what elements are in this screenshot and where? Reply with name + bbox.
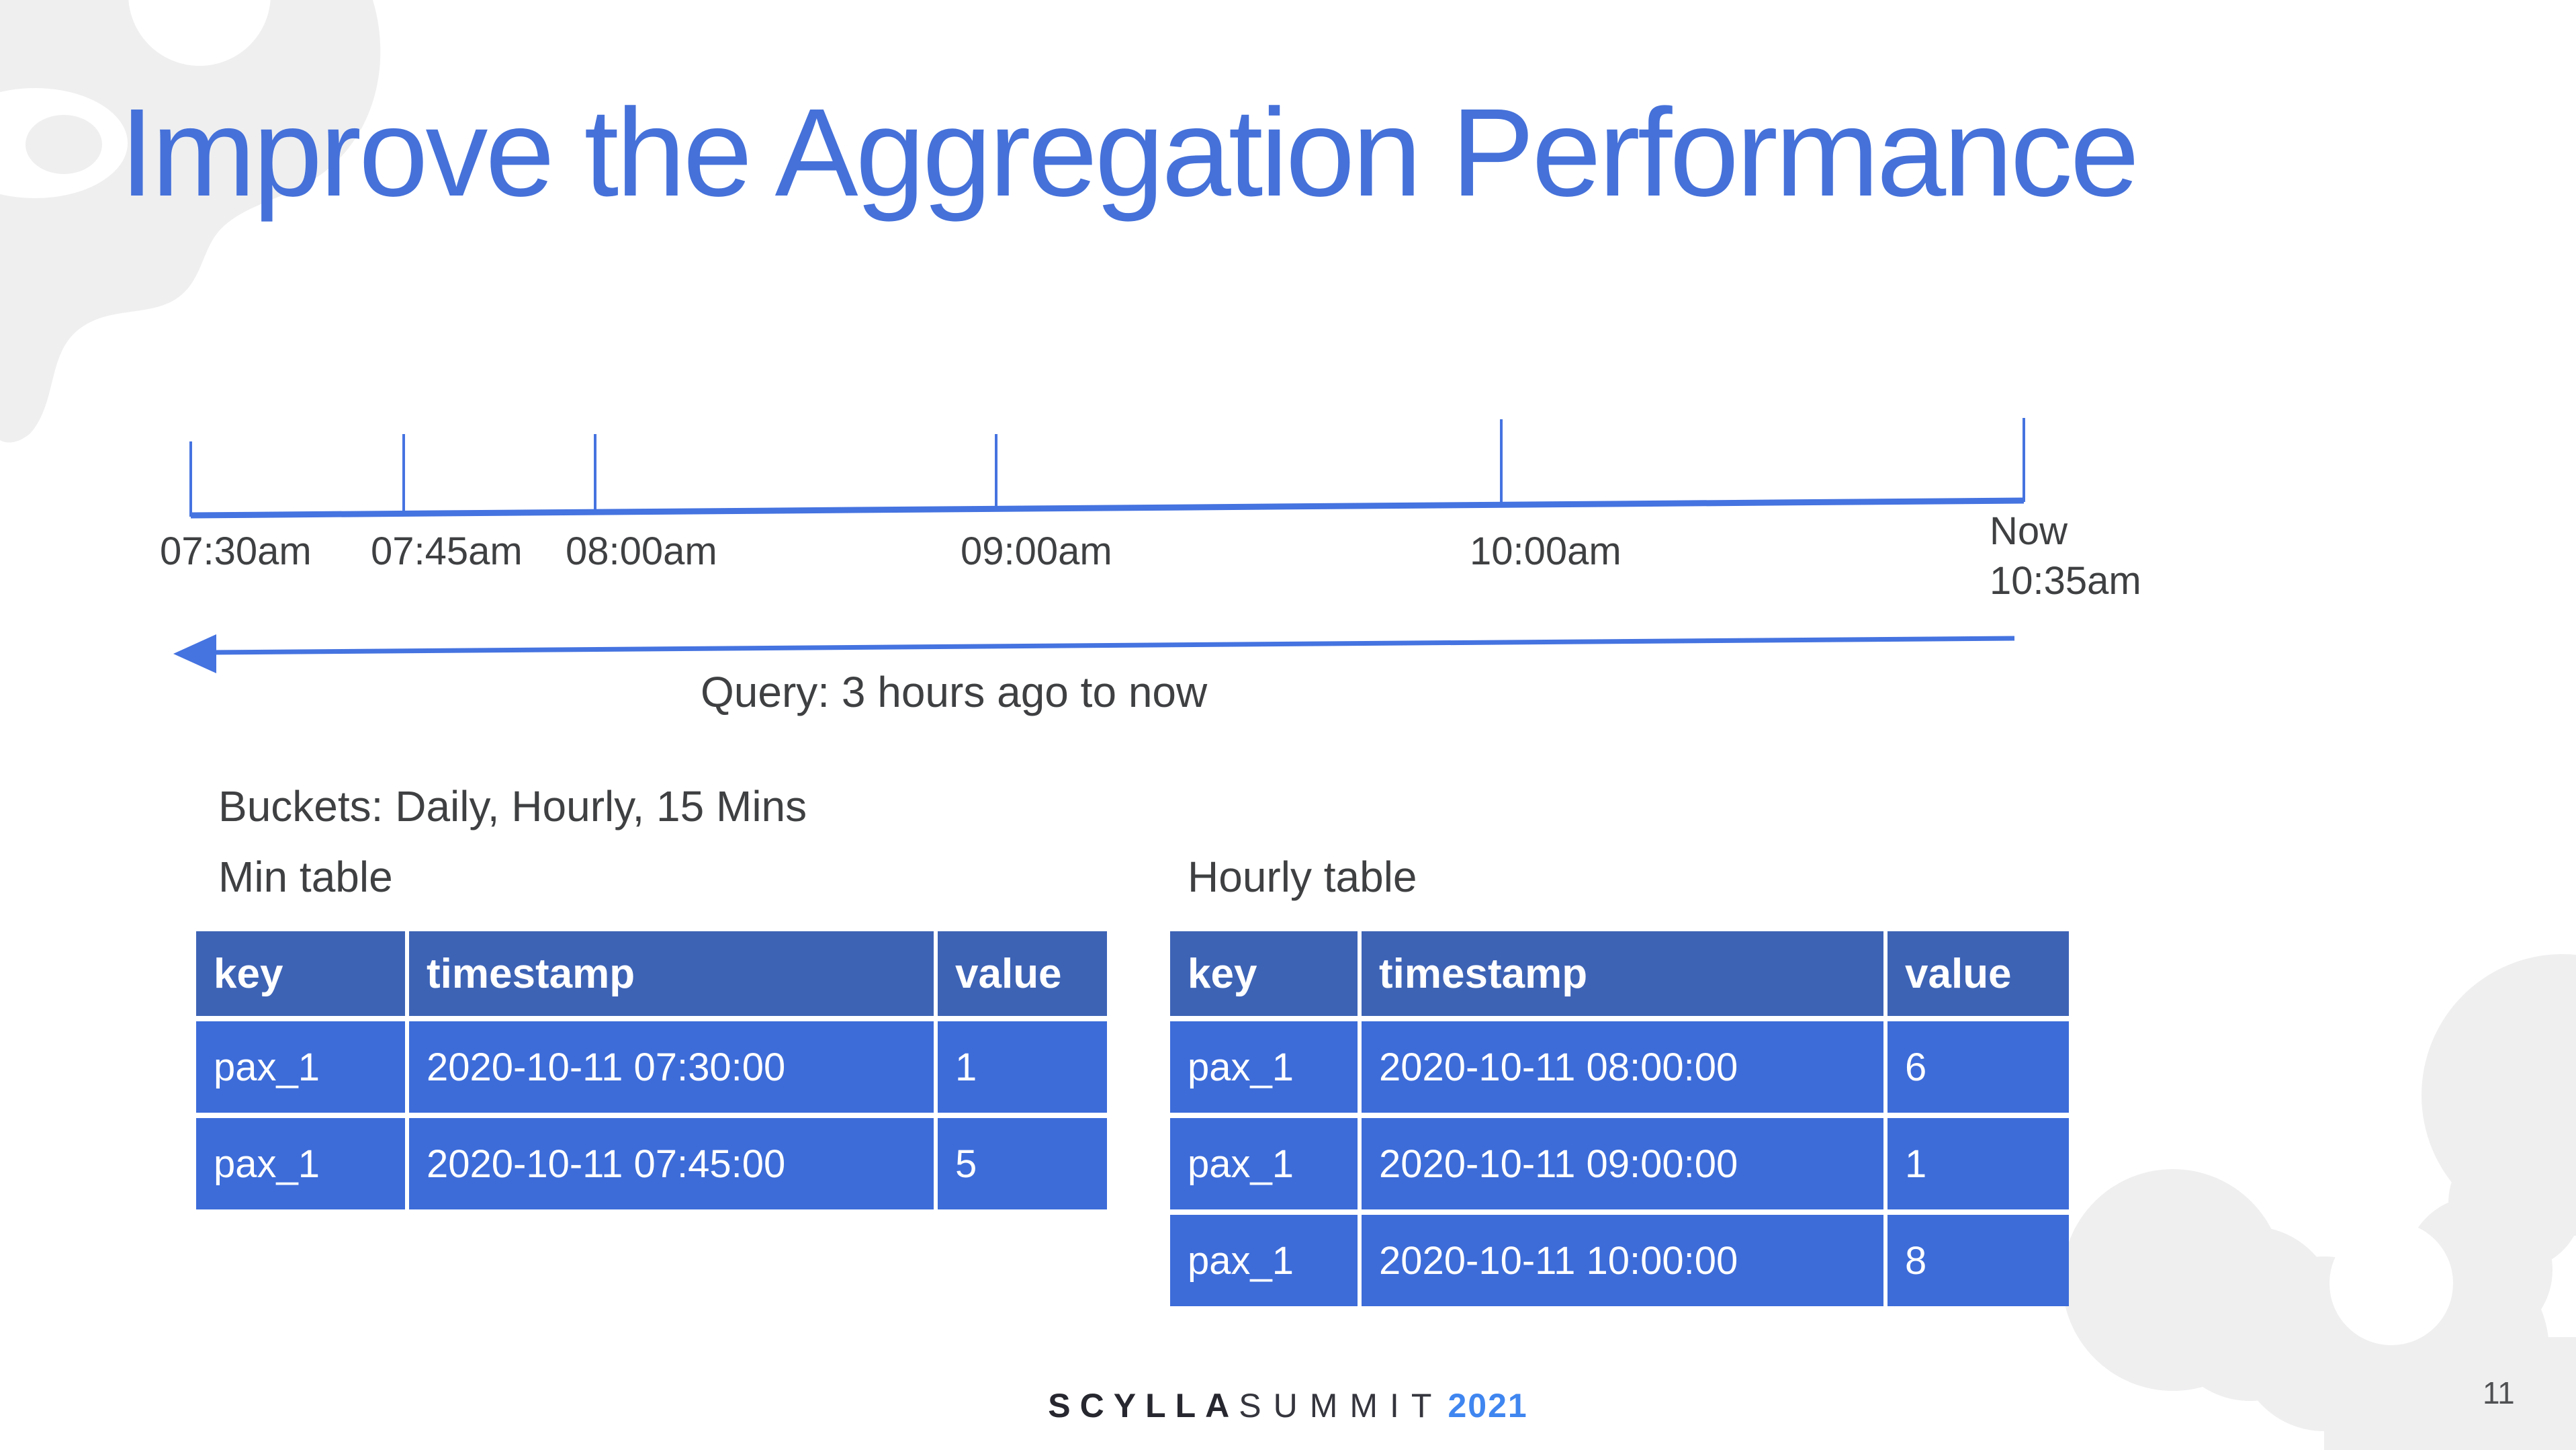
hourly-table-cell: pax_1 bbox=[1170, 1118, 1358, 1209]
hourly-table-cell: 1 bbox=[1887, 1118, 2069, 1209]
hourly-table-cell: pax_1 bbox=[1170, 1215, 1358, 1306]
min-table-cell: 2020-10-11 07:30:00 bbox=[409, 1021, 934, 1113]
hourly-table-cell: 6 bbox=[1887, 1021, 2069, 1113]
query-range-arrow bbox=[173, 634, 2015, 673]
min-table-cell: 2020-10-11 07:45:00 bbox=[409, 1118, 934, 1209]
slide-title: Improve the Aggregation Performance bbox=[120, 83, 2139, 222]
tick-label-now-time: 10:35am bbox=[1990, 559, 2141, 603]
footer-brand: SCYLLA SUMMIT 2021 bbox=[0, 1386, 2576, 1425]
tick-label-1000: 10:00am bbox=[1470, 529, 1622, 573]
brand-year-text: 2021 bbox=[1448, 1387, 1528, 1424]
hourly-table-header-value: value bbox=[1887, 931, 2069, 1016]
tick-label-0745: 07:45am bbox=[371, 529, 523, 573]
hourly-table-cell: 8 bbox=[1887, 1215, 2069, 1306]
min-table-cell: pax_1 bbox=[196, 1118, 405, 1209]
min-table: key timestamp value pax_1 2020-10-11 07:… bbox=[196, 931, 1107, 1209]
query-range-caption: Query: 3 hours ago to now bbox=[701, 668, 1208, 716]
hourly-table-header-key: key bbox=[1170, 931, 1358, 1016]
min-table-header-timestamp: timestamp bbox=[409, 931, 934, 1016]
min-table-header-value: value bbox=[938, 931, 1107, 1016]
tick-label-0730: 07:30am bbox=[160, 529, 312, 573]
hourly-table: key timestamp value pax_1 2020-10-11 08:… bbox=[1170, 931, 2069, 1306]
min-table-cell: 5 bbox=[938, 1118, 1107, 1209]
tick-label-now: Now bbox=[1990, 509, 2068, 553]
buckets-note: Buckets: Daily, Hourly, 15 Mins bbox=[218, 782, 807, 830]
hourly-table-cell: 2020-10-11 09:00:00 bbox=[1362, 1118, 1883, 1209]
timeline-axis-line bbox=[190, 497, 2025, 519]
min-table-title: Min table bbox=[218, 853, 393, 901]
min-table-cell: pax_1 bbox=[196, 1021, 405, 1113]
brand-scylla-text: SCYLLA bbox=[1048, 1387, 1239, 1424]
hourly-table-cell: 2020-10-11 10:00:00 bbox=[1362, 1215, 1883, 1306]
hourly-table-cell: pax_1 bbox=[1170, 1021, 1358, 1113]
hourly-table-header-timestamp: timestamp bbox=[1362, 931, 1883, 1016]
hourly-table-cell: 2020-10-11 08:00:00 bbox=[1362, 1021, 1883, 1113]
tick-label-0900: 09:00am bbox=[961, 529, 1112, 573]
min-table-cell: 1 bbox=[938, 1021, 1107, 1113]
brand-summit-text: SUMMIT bbox=[1239, 1387, 1444, 1424]
tick-label-0800: 08:00am bbox=[566, 529, 717, 573]
page-number: 11 bbox=[2483, 1375, 2515, 1410]
min-table-header-key: key bbox=[196, 931, 405, 1016]
timeline-ticks bbox=[189, 418, 2025, 517]
hourly-table-title: Hourly table bbox=[1188, 853, 1417, 901]
